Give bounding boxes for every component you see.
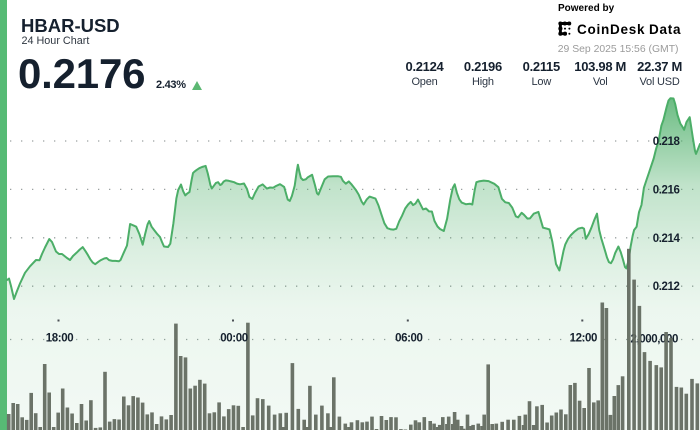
svg-text:0.218: 0.218 (653, 136, 681, 148)
svg-text:0.214: 0.214 (653, 233, 681, 245)
svg-text:12:00: 12:00 (570, 333, 597, 345)
svg-text:00:00: 00:00 (220, 333, 247, 345)
svg-text:0.212: 0.212 (653, 281, 680, 293)
svg-text:06:00: 06:00 (395, 333, 422, 345)
svg-text:18:00: 18:00 (46, 333, 73, 345)
svg-text:0.216: 0.216 (653, 184, 680, 196)
